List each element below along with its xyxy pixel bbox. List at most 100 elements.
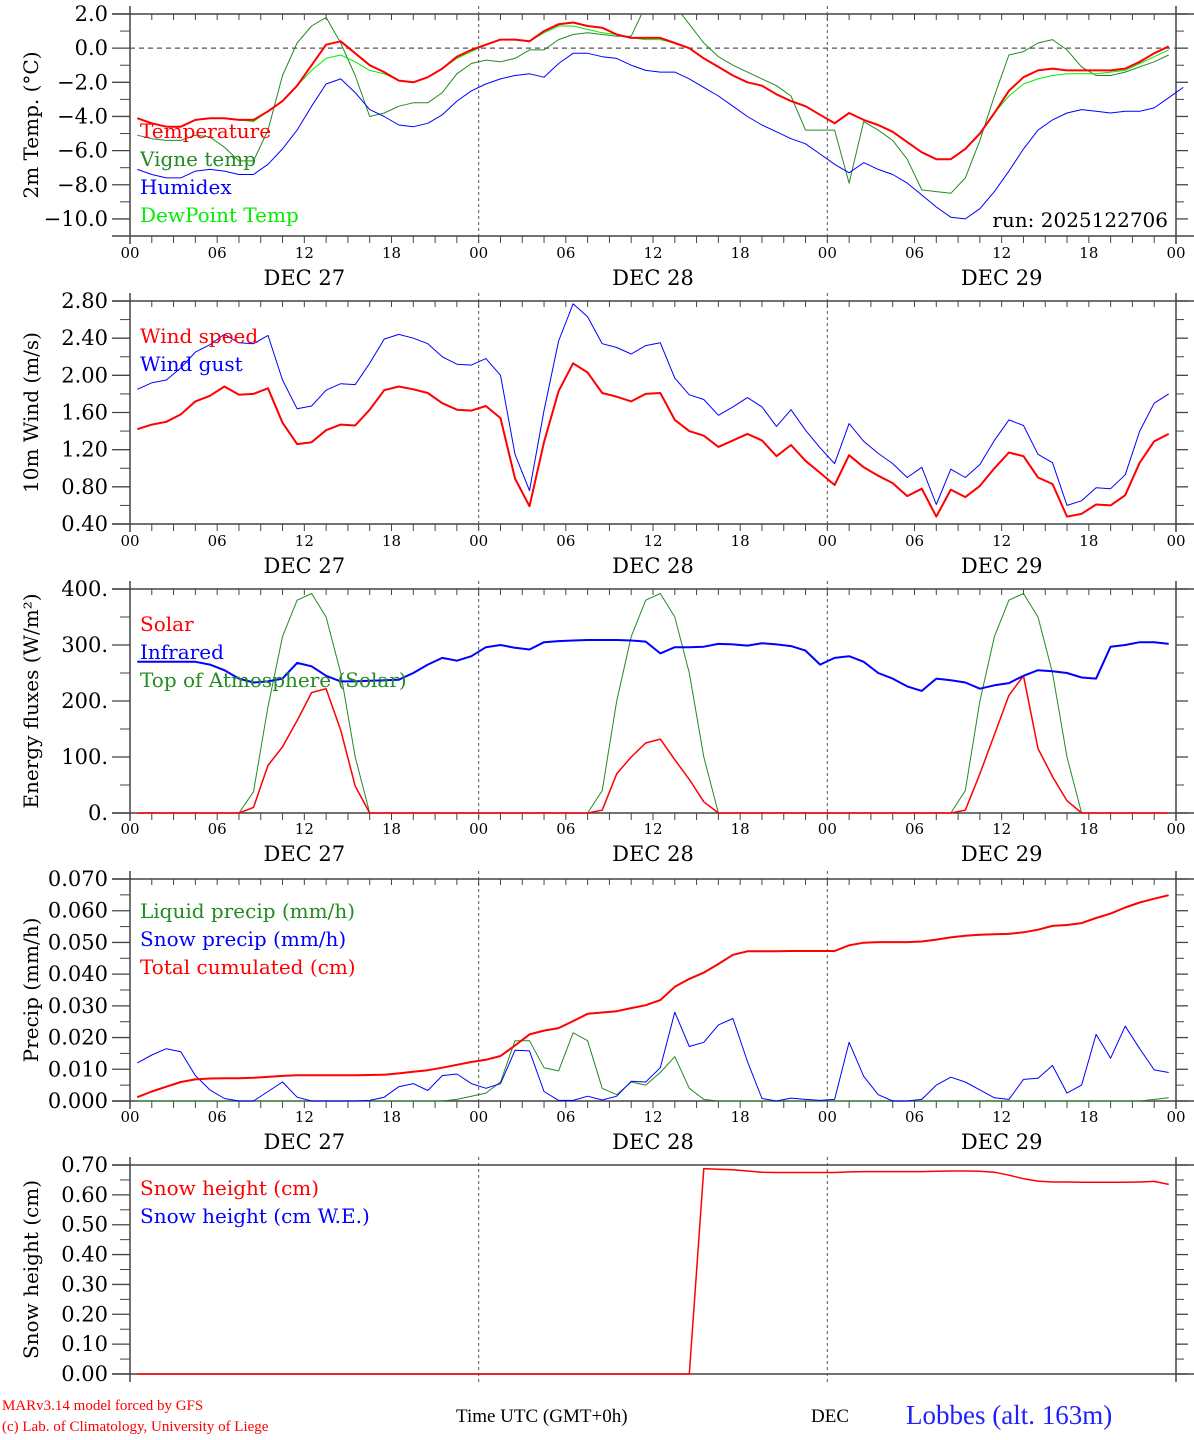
series-line-liquid-precip-mm-h [137,1032,1169,1102]
day-label: DEC 27 [264,554,346,578]
legend-entry: Snow height (cm W.E.) [140,1204,370,1228]
y-tick-label: 2.80 [61,289,108,313]
panel-energy: 0. 100. 200. 300. 400. Energy fluxes (W/m²) 00… [19,577,1194,866]
x-tick-label: 12 [992,820,1011,838]
series-line-humidex [137,52,1184,220]
legend-entry: Total cumulated (cm) [140,955,356,979]
y-axis-title: 2m Temp. (°C) [19,51,43,198]
y-axis-title: Precip (mm/h) [19,918,43,1063]
y-tick-label: 0.030 [48,994,108,1018]
x-tick-label: 12 [992,532,1011,550]
legend-entry: Snow precip (mm/h) [140,927,346,951]
day-label: DEC 27 [264,842,346,866]
legend-entry: Temperature [140,119,271,143]
y-tick-label: 0.040 [48,962,108,986]
x-tick-label: 12 [295,1108,314,1126]
y-tick-label: −4.0 [57,104,108,128]
series-line-snow-precip-mm-h [137,1011,1169,1102]
y-tick-label: 100. [61,745,108,769]
y-tick-label: 2.40 [61,326,108,350]
y-tick-label: 0.10 [61,1332,108,1356]
legend-entry: Wind gust [140,352,243,376]
y-tick-label: 2.0 [75,2,108,26]
y-tick-label: −6.0 [57,139,108,163]
x-tick-label: 06 [905,244,924,262]
x-tick-label: 00 [120,820,139,838]
y-tick-label: 0.050 [48,930,108,954]
y-tick-label: 0.00 [61,1362,108,1386]
y-axis-title: 10m Wind (m/s) [19,332,43,493]
x-tick-label: 18 [382,532,401,550]
y-tick-label: 0.000 [48,1089,108,1113]
x-tick-label: 00 [120,244,139,262]
x-tick-label: 12 [643,820,662,838]
panel-temp: −10.0 −8.0 −6.0 −4.0 −2.0 0.0 2.0 2m Temp. (°C)… [19,2,1194,290]
y-tick-label: 0.60 [61,1183,108,1207]
series-line-total-cumulated-cm [136,894,1169,1099]
series-line-temperature [136,21,1170,161]
series-line-wind-gust [137,303,1169,506]
y-tick-label: 0.70 [61,1153,108,1177]
legend-entry: Infrared [140,640,224,664]
x-tick-label: 06 [208,244,227,262]
y-tick-label: −10.0 [44,207,108,231]
series-line-snow-height-cm [137,1167,1169,1375]
x-tick-label: 12 [295,244,314,262]
y-tick-label: 0.010 [48,1057,108,1081]
x-tick-label: 06 [208,820,227,838]
y-tick-label: 2.00 [61,363,108,387]
day-label: DEC 28 [612,842,694,866]
day-label: DEC 27 [264,1130,346,1154]
panel-precip: 0.000 0.010 0.020 0.030 0.040 0.050 0.060 0.070… [19,867,1194,1154]
y-tick-label: 0.060 [48,899,108,923]
x-tick-label: 00 [469,820,488,838]
legend-entry: Solar [140,612,194,636]
y-axis-title: Energy fluxes (W/m²) [19,593,43,808]
day-label: DEC 28 [612,266,694,290]
y-tick-label: −8.0 [57,173,108,197]
panel-wind: 0.40 0.80 1.20 1.60 2.00 2.40 2.80 10m Wind (m/… [19,289,1194,578]
x-tick-label: 06 [556,1108,575,1126]
legend-entry: Liquid precip (mm/h) [140,899,355,923]
day-label: DEC 28 [612,1130,694,1154]
x-tick-label: 00 [120,1108,139,1126]
series-line-top-of-atmosphere-solar [137,593,1169,814]
y-tick-label: 0.50 [61,1213,108,1237]
x-tick-label: 00 [1166,532,1185,550]
panel-snow: 0.00 0.10 0.20 0.30 0.40 0.50 0.60 0.70 Snow hei… [19,1153,1194,1386]
y-tick-label: 0.40 [61,512,108,536]
x-tick-label: 00 [1166,1108,1185,1126]
x-tick-label: 06 [556,820,575,838]
x-tick-label: 06 [208,532,227,550]
month-label: DEC [811,1406,849,1427]
series-line-solar [137,675,1169,814]
x-tick-label: 00 [1166,820,1185,838]
y-tick-label: 200. [61,689,108,713]
x-tick-label: 06 [208,1108,227,1126]
legend-entry: Humidex [140,175,232,199]
x-tick-label: 18 [382,820,401,838]
x-tick-label: 06 [905,1108,924,1126]
x-tick-label: 18 [1079,244,1098,262]
run-annotation: run: 2025122706 [992,208,1168,232]
x-tick-label: 06 [905,532,924,550]
x-tick-label: 18 [731,532,750,550]
y-tick-label: 0. [88,801,108,825]
x-tick-label: 12 [643,1108,662,1126]
x-tick-label: 00 [818,244,837,262]
legend-entry: DewPoint Temp [140,203,299,227]
x-tick-label: 06 [905,820,924,838]
x-tick-label: 18 [382,1108,401,1126]
x-tick-label: 00 [818,532,837,550]
x-tick-label: 12 [992,244,1011,262]
x-tick-label: 18 [731,820,750,838]
station-title: Lobbes (alt. 163m) [906,1400,1113,1430]
y-tick-label: 0.20 [61,1302,108,1326]
legend-entry: Vigne temp [139,147,256,171]
model-credit: MARv3.14 model forced by GFS [2,1398,204,1414]
y-tick-label: 0.80 [61,475,108,499]
x-tick-label: 12 [992,1108,1011,1126]
y-tick-label: 0.070 [48,867,108,891]
x-tick-label: 18 [1079,1108,1098,1126]
y-tick-label: 0.020 [48,1026,108,1050]
